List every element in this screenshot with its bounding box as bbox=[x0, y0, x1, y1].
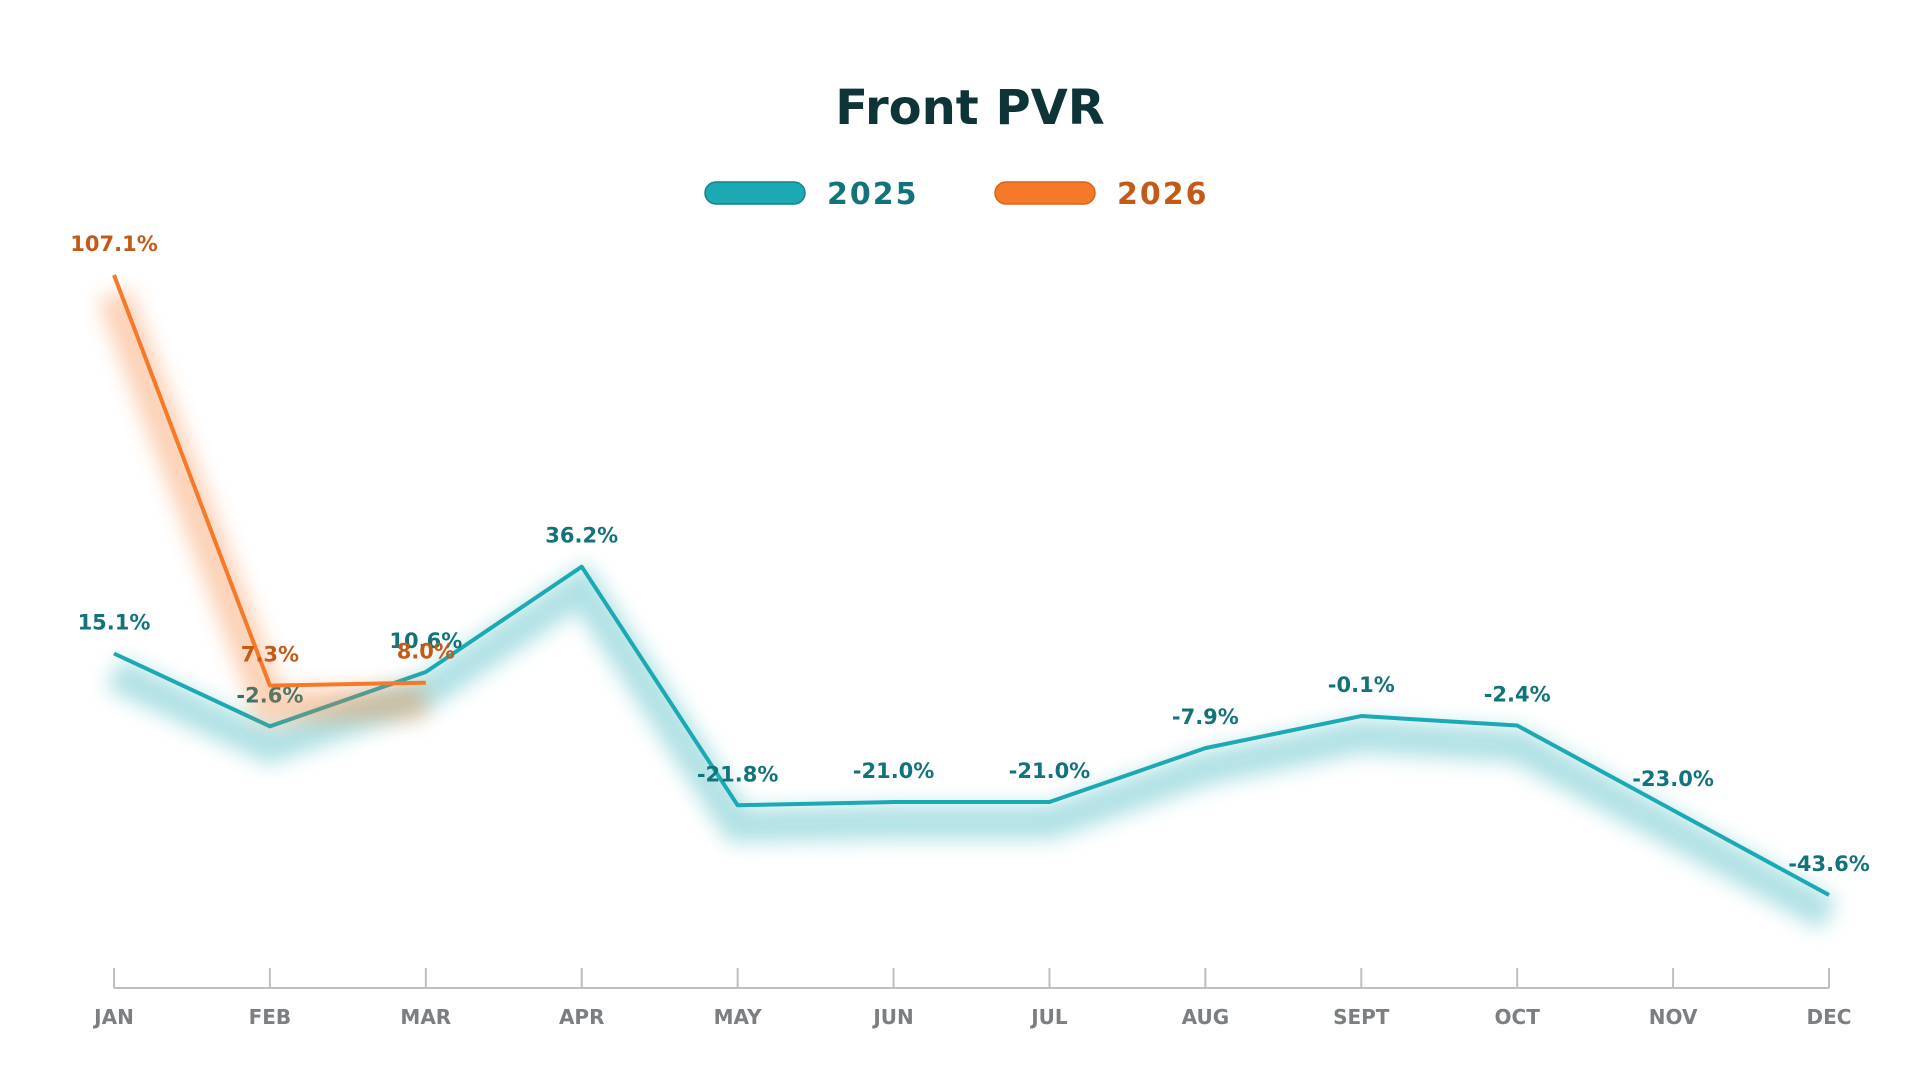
line-glow bbox=[98, 288, 427, 723]
data-label: -23.0% bbox=[1632, 767, 1714, 791]
line bbox=[112, 274, 426, 688]
x-tick-label: JAN bbox=[92, 1005, 134, 1029]
x-tick-label: JUN bbox=[871, 1005, 913, 1029]
x-tick-label: DEC bbox=[1807, 1005, 1852, 1029]
data-label: -2.4% bbox=[1484, 682, 1551, 706]
x-tick-label: NOV bbox=[1649, 1005, 1698, 1029]
x-tick-label: MAR bbox=[400, 1005, 451, 1029]
legend-swatch bbox=[704, 181, 806, 205]
x-tick-label: AUG bbox=[1182, 1005, 1230, 1029]
legend-label: 2026 bbox=[1117, 177, 1209, 212]
data-label: -21.8% bbox=[697, 762, 779, 786]
data-label: -7.9% bbox=[1172, 705, 1239, 729]
chart-title: Front PVR bbox=[835, 80, 1104, 136]
data-label: 10.6% bbox=[389, 629, 462, 653]
line-glow bbox=[106, 562, 1838, 930]
data-label: -21.0% bbox=[853, 759, 935, 783]
data-label: -21.0% bbox=[1009, 759, 1091, 783]
data-label: -0.1% bbox=[1328, 673, 1395, 697]
x-tick-label: MAY bbox=[714, 1005, 762, 1029]
data-label: 7.3% bbox=[241, 643, 299, 667]
x-tick-label: FEB bbox=[249, 1005, 292, 1029]
data-label: 36.2% bbox=[545, 524, 618, 548]
data-label: 15.1% bbox=[78, 611, 151, 635]
legend-label: 2025 bbox=[827, 177, 919, 212]
data-label: 107.1% bbox=[70, 232, 157, 256]
x-tick-label: JUL bbox=[1029, 1005, 1068, 1029]
data-label: -43.6% bbox=[1788, 852, 1870, 876]
legend-swatch bbox=[994, 181, 1096, 205]
line bbox=[113, 564, 1830, 897]
x-tick-label: OCT bbox=[1495, 1005, 1541, 1029]
x-tick-label: APR bbox=[559, 1005, 605, 1029]
data-label: 8.0% bbox=[397, 640, 455, 664]
x-tick-label: SEPT bbox=[1333, 1005, 1390, 1029]
